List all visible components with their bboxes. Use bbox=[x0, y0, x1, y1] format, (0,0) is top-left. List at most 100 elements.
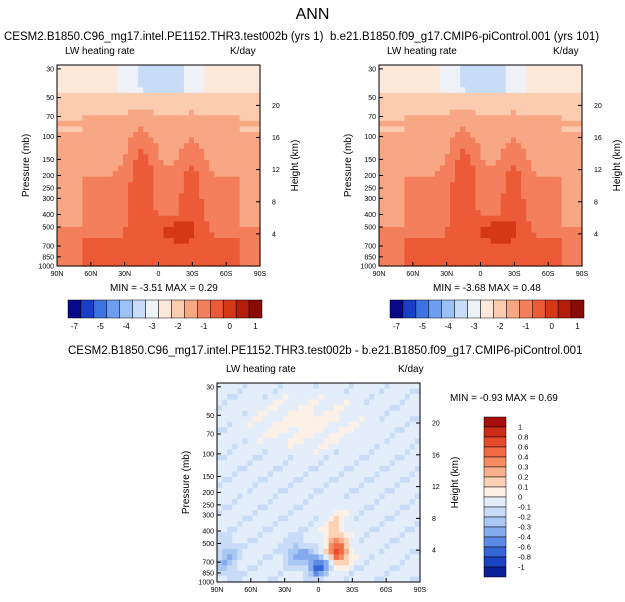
heatmap-cell bbox=[194, 104, 200, 111]
heatmap-cell bbox=[249, 165, 256, 172]
heatmap-cell bbox=[219, 165, 226, 172]
heatmap-cell bbox=[242, 532, 249, 539]
heatmap-cell bbox=[480, 182, 487, 189]
heatmap-cell bbox=[521, 120, 527, 128]
heatmap-cell bbox=[178, 238, 185, 245]
heatmap-cell bbox=[338, 438, 345, 445]
heatmap-cell bbox=[546, 143, 553, 150]
heatmap-cell bbox=[158, 65, 165, 72]
heatmap-cell bbox=[379, 165, 385, 172]
heatmap-cell bbox=[224, 126, 231, 133]
heatmap-cell bbox=[148, 199, 155, 206]
heatmap-cell bbox=[313, 521, 320, 528]
heatmap-cell bbox=[239, 199, 246, 206]
heatmap-cell bbox=[404, 249, 411, 256]
heatmap-cell bbox=[217, 443, 223, 450]
heatmap-cell bbox=[209, 137, 215, 144]
heatmap-cell bbox=[267, 416, 274, 423]
heatmap-cell bbox=[122, 92, 129, 100]
heatmap-cell bbox=[429, 154, 436, 161]
heatmap-cell bbox=[505, 132, 512, 139]
heatmap-cell bbox=[369, 559, 375, 567]
heatmap-cell bbox=[298, 449, 304, 456]
heatmap-cell bbox=[224, 210, 231, 217]
heatmap-cell bbox=[148, 165, 155, 172]
heatmap-cell bbox=[298, 410, 304, 417]
heatmap-cell bbox=[239, 92, 246, 100]
heatmap-cell bbox=[277, 443, 284, 450]
heatmap-cell bbox=[399, 383, 406, 390]
heatmap-cell bbox=[460, 182, 466, 189]
heatmap-cell bbox=[399, 243, 405, 250]
heatmap-cell bbox=[424, 226, 431, 234]
heatmap-cell bbox=[561, 132, 568, 139]
heatmap-cell bbox=[546, 243, 553, 250]
heatmap-cell bbox=[389, 432, 396, 439]
heatmap-cell bbox=[133, 132, 139, 139]
heatmap-cell bbox=[490, 143, 497, 150]
heatmap-cell bbox=[333, 471, 340, 478]
heatmap-cell bbox=[242, 410, 249, 417]
heatmap-cell bbox=[556, 81, 563, 88]
heatmap-cell bbox=[277, 526, 284, 533]
heatmap-cell bbox=[188, 204, 195, 211]
heatmap-cell bbox=[128, 154, 134, 161]
heatmap-cell bbox=[551, 210, 558, 217]
heatmap-cell bbox=[450, 143, 456, 150]
heatmap-cell bbox=[541, 70, 548, 77]
heatmap-cell bbox=[219, 109, 226, 116]
heatmap-cell bbox=[576, 243, 583, 250]
heatmap-cell bbox=[57, 126, 63, 133]
heatmap-cell bbox=[82, 165, 89, 172]
heatmap-cell bbox=[338, 405, 345, 412]
heatmap-cell bbox=[242, 521, 249, 528]
heatmap-cell bbox=[87, 199, 94, 206]
heatmap-cell bbox=[399, 199, 405, 206]
heatmap-cell bbox=[551, 126, 558, 133]
heatmap-cell bbox=[112, 243, 119, 250]
heatmap-cell bbox=[389, 526, 396, 533]
heatmap-cell bbox=[500, 87, 507, 94]
heatmap-cell bbox=[229, 238, 236, 245]
heatmap-cell bbox=[404, 465, 411, 473]
heatmap-cell bbox=[414, 238, 421, 245]
heatmap-cell bbox=[571, 81, 578, 88]
heatmap-cell bbox=[254, 154, 261, 161]
heatmap-cell bbox=[138, 182, 144, 189]
heatmap-cell bbox=[510, 65, 517, 72]
colorbar-box bbox=[483, 486, 507, 498]
heatmap-cell bbox=[257, 510, 264, 517]
heatmap-cell bbox=[318, 449, 325, 456]
heatmap-cell bbox=[561, 204, 568, 211]
heatmap-cell bbox=[521, 204, 527, 211]
heatmap-cell bbox=[419, 159, 426, 167]
heatmap-cell bbox=[293, 460, 299, 467]
heatmap-cell bbox=[188, 132, 195, 139]
heatmap-cell bbox=[343, 576, 350, 583]
heatmap-cell bbox=[222, 521, 228, 528]
heatmap-cell bbox=[333, 438, 340, 445]
heatmap-cell bbox=[122, 120, 129, 128]
heatmap-cell bbox=[444, 176, 451, 183]
heatmap-cell bbox=[404, 537, 411, 544]
heatmap-cell bbox=[323, 493, 330, 500]
heatmap-cell bbox=[298, 537, 304, 544]
heatmap-cell bbox=[414, 65, 421, 72]
heatmap-cell bbox=[262, 421, 269, 428]
heatmap-cell bbox=[288, 537, 294, 544]
heatmap-cell bbox=[434, 165, 441, 172]
heatmap-cell bbox=[409, 254, 416, 262]
heatmap-cell bbox=[229, 199, 236, 206]
heatmap-cell bbox=[239, 171, 246, 178]
heatmap-cell bbox=[77, 238, 83, 245]
heatmap-cell bbox=[308, 510, 315, 517]
heatmap-cell bbox=[536, 232, 542, 239]
heatmap-cell bbox=[214, 204, 220, 211]
heatmap-cell bbox=[439, 182, 446, 189]
heatmap-cell bbox=[556, 98, 563, 105]
heatmap-cell bbox=[158, 98, 165, 105]
heatmap-cell bbox=[485, 176, 492, 183]
heatmap-cell bbox=[204, 210, 210, 217]
heatmap-cell bbox=[117, 87, 124, 94]
heatmap-cell bbox=[298, 465, 304, 473]
